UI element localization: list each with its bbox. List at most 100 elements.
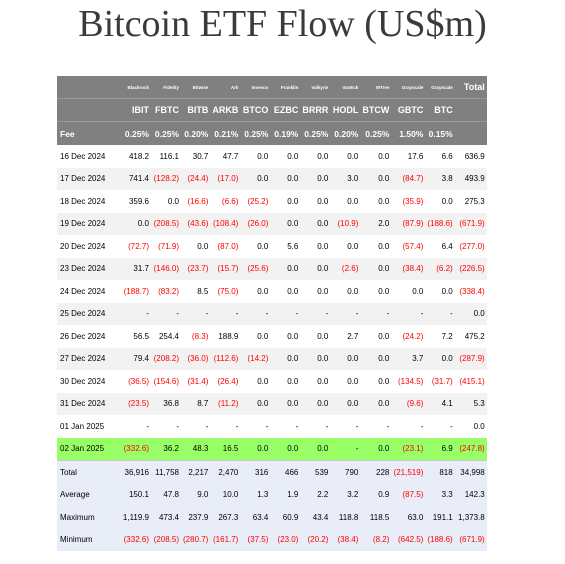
- header-corner-cell: [57, 76, 117, 99]
- flow-cell: 48.3: [181, 437, 211, 461]
- ticker-header-cell: FBTC: [151, 98, 181, 122]
- summary-cell: (38.4): [330, 528, 361, 551]
- fee-cell: 0.25%: [117, 121, 151, 145]
- flow-cell: 0.0: [240, 392, 271, 415]
- table-row: 16 Dec 2024 418.2 116.1 30.7 47.7 0.0 0.0 0.0 0.…: [57, 145, 487, 168]
- flow-cell: 0.0: [330, 145, 361, 168]
- flow-cell: -: [240, 415, 271, 438]
- flow-cell: 636.9: [454, 145, 487, 168]
- flow-cell: (31.7): [425, 370, 455, 393]
- table-row: 17 Dec 2024 741.4 (128.2) (24.4) (17.0) 0.0 0.…: [57, 167, 487, 190]
- flow-cell: 0.0: [454, 415, 487, 438]
- flow-cell: (23.1): [391, 437, 426, 461]
- flow-cell: 0.0: [330, 280, 361, 303]
- summary-cell: 539: [300, 460, 331, 484]
- flow-cell: 7.2: [425, 325, 455, 348]
- flow-cell: -: [391, 302, 426, 325]
- fee-cell: 0.25%: [300, 121, 331, 145]
- summary-cell: 34,998: [454, 460, 487, 484]
- fee-cell: 0.20%: [181, 121, 211, 145]
- fee-cell: 0.20%: [330, 121, 361, 145]
- flow-cell: (35.9): [391, 190, 426, 213]
- flow-cell: 31.7: [117, 257, 151, 280]
- flow-cell: 0.0: [425, 280, 455, 303]
- flow-cell: 0.0: [240, 437, 271, 461]
- flow-cell: (338.4): [454, 280, 487, 303]
- date-cell: 26 Dec 2024: [57, 325, 117, 348]
- flow-cell: (71.9): [151, 235, 181, 258]
- flow-cell: 0.0: [330, 235, 361, 258]
- summary-cell: 118.5: [360, 506, 392, 529]
- summary-cell: 1.9: [270, 483, 301, 506]
- flow-cell: (38.4): [391, 257, 426, 280]
- flow-cell: 741.4: [117, 167, 151, 190]
- flow-cell: 475.2: [454, 325, 487, 348]
- summary-cell: 228: [360, 460, 392, 484]
- date-cell: 19 Dec 2024: [57, 212, 117, 235]
- flow-cell: 0.0: [425, 347, 455, 370]
- flow-cell: 0.0: [300, 437, 331, 461]
- flow-cell: 0.0: [300, 370, 331, 393]
- flow-cell: (6.2): [425, 257, 455, 280]
- flow-cell: (26.4): [210, 370, 241, 393]
- flow-cell: 3.0: [330, 167, 361, 190]
- summary-cell: 36,916: [117, 460, 151, 484]
- summary-cell: 237.9: [181, 506, 211, 529]
- flow-cell: (112.6): [210, 347, 241, 370]
- date-cell: 23 Dec 2024: [57, 257, 117, 280]
- flow-cell: (36.0): [181, 347, 211, 370]
- summary-cell: 43.4: [300, 506, 331, 529]
- flow-cell: (134.5): [391, 370, 426, 393]
- issuer-header-cell: Grayscale: [391, 76, 426, 99]
- flow-cell: 254.4: [151, 325, 181, 348]
- fee-cell: 0.19%: [270, 121, 301, 145]
- fee-cell: 0.25%: [151, 121, 181, 145]
- flow-cell: -: [300, 415, 331, 438]
- ticker-header-cell: IBIT: [117, 98, 151, 122]
- flow-cell: -: [117, 415, 151, 438]
- fee-cell: 0.15%: [425, 121, 455, 145]
- flow-cell: -: [330, 415, 361, 438]
- flow-cell: 47.7: [210, 145, 241, 168]
- flow-cell: 16.5: [210, 437, 241, 461]
- date-cell: 31 Dec 2024: [57, 392, 117, 415]
- flow-cell: (16.6): [181, 190, 211, 213]
- flow-cell: (15.7): [210, 257, 241, 280]
- summary-cell: 191.1: [425, 506, 455, 529]
- flow-cell: -: [425, 415, 455, 438]
- flow-cell: -: [181, 302, 211, 325]
- flow-cell: (2.6): [330, 257, 361, 280]
- ticker-header-row: IBIT FBTC BITB ARKB BTCO EZBC BRRR HODL BTCW GBTC…: [57, 98, 487, 122]
- summary-cell: 1,373.8: [454, 506, 487, 529]
- summary-cell: (21,519): [391, 460, 426, 484]
- flow-cell: (87.0): [210, 235, 241, 258]
- issuer-header-cell: Blackrock: [117, 76, 151, 99]
- issuer-header-cell: Valkyrie: [300, 76, 331, 99]
- flow-cell: 0.0: [270, 212, 301, 235]
- flow-cell: (6.6): [210, 190, 241, 213]
- summary-row: Maximum 1,119.9 473.4 237.9 267.3 63.4 60.9 43.…: [57, 506, 487, 529]
- flow-cell: -: [270, 302, 301, 325]
- flow-cell: (36.5): [117, 370, 151, 393]
- summary-cell: 63.4: [240, 506, 271, 529]
- flow-cell: 0.0: [360, 145, 392, 168]
- summary-cell: 2,470: [210, 460, 241, 484]
- table-row: 25 Dec 2024- - - - - - - - - - -0.0: [57, 302, 487, 325]
- issuer-header-row: Blackrock Fidelity Bitwise Ark Invesco Frankl…: [57, 76, 487, 99]
- flow-cell: 0.0: [360, 437, 392, 461]
- issuer-header-cell: WTree: [360, 76, 392, 99]
- ticker-header-cell: [454, 98, 487, 122]
- flow-cell: -: [210, 415, 241, 438]
- flow-cell: 116.1: [151, 145, 181, 168]
- flow-cell: 0.0: [300, 190, 331, 213]
- flow-cell: 0.0: [360, 280, 392, 303]
- flow-cell: 0.0: [151, 190, 181, 213]
- fee-cell: 0.25%: [240, 121, 271, 145]
- summary-cell: 11,758: [151, 460, 181, 484]
- flow-cell: 0.0: [240, 167, 271, 190]
- flow-cell: 6.6: [425, 145, 455, 168]
- flow-cell: 0.0: [360, 190, 392, 213]
- etf-flow-table-container: Blackrock Fidelity Bitwise Ark Invesco Frankl…: [57, 76, 487, 551]
- issuer-header-cell: Bitwise: [181, 76, 211, 99]
- date-cell: 01 Jan 2025: [57, 415, 117, 438]
